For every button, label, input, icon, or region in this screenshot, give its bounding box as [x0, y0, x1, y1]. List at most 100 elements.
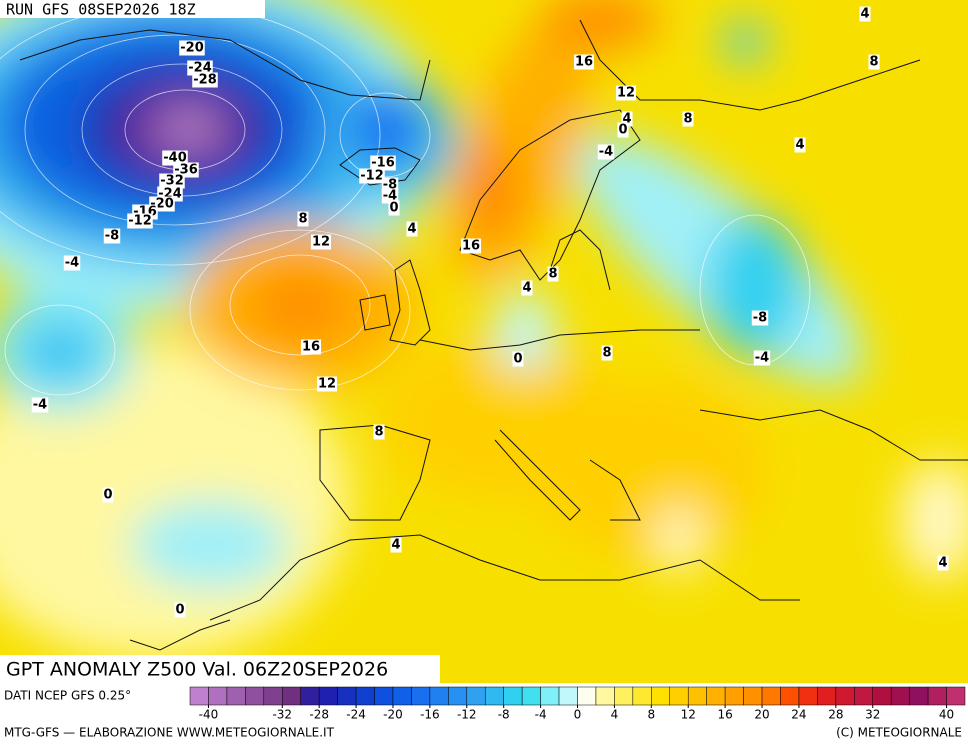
contour-label-bg: [359, 168, 385, 184]
colorbar-tick-label: 16: [717, 708, 732, 722]
colorbar-swatch: [374, 686, 394, 706]
contour-label-bg: [617, 122, 629, 138]
contour-label-bg: [159, 173, 185, 189]
contour-label-bg: [103, 228, 121, 244]
contour-label: 4: [795, 138, 804, 153]
colorbar-swatch: [743, 686, 763, 706]
contour-label: -4: [65, 256, 79, 271]
colorbar-swatch: [245, 686, 265, 706]
contour-label: 8: [298, 212, 307, 227]
colorbar-tick-label: 40: [939, 708, 954, 722]
contour-label-bg: [381, 188, 399, 204]
colorbar-tick-label: -16: [420, 708, 440, 722]
contour-label: -40: [163, 151, 187, 166]
contour-label-bg: [573, 54, 595, 70]
contour-label-bg: [316, 376, 338, 392]
contour-label-bg: [615, 85, 637, 101]
colorbar-swatch: [687, 686, 707, 706]
contour-label: 4: [522, 281, 531, 296]
contour-label-bg: [794, 137, 806, 153]
contour-label-bg: [187, 60, 213, 76]
contour-label: 0: [389, 201, 398, 216]
colorbar-swatch: [226, 686, 246, 706]
colorbar-swatch: [724, 686, 744, 706]
colorbar-tick-label: 0: [574, 708, 582, 722]
contour-label: 4: [622, 112, 631, 127]
colorbar-swatch: [761, 686, 781, 706]
colorbar-swatch: [521, 686, 541, 706]
colorbar-swatch: [817, 686, 837, 706]
colorbar-tick-label: 4: [611, 708, 619, 722]
contour-label-bg: [297, 211, 309, 227]
contour-label: 0: [513, 352, 522, 367]
contour-label-bg: [621, 111, 633, 127]
contour-label: -8: [105, 229, 119, 244]
colorbar-swatch: [595, 686, 615, 706]
contour-label-bg: [63, 255, 81, 271]
contour-label: 0: [618, 123, 627, 138]
colorbar: -40 -32 -28 -24 -20 -16 -12 -8 -4 0 4 8 12 16 20 24 28 32…: [189, 686, 966, 722]
contour-label-bg: [751, 310, 769, 326]
contour-label: 8: [683, 112, 692, 127]
map-title: GPT ANOMALY Z500 Val. 06Z20SEP2026: [6, 659, 388, 681]
contour-label-bg: [373, 424, 385, 440]
colorbar-swatch: [318, 686, 338, 706]
contour-label: -24: [188, 61, 212, 76]
colorbar-swatch: [540, 686, 560, 706]
contour-label: 8: [869, 55, 878, 70]
contour-label: -4: [755, 351, 769, 366]
colorbar-swatch: [282, 686, 301, 706]
contour-label: 4: [860, 7, 869, 22]
contour-label-bg: [127, 213, 153, 229]
colorbar-tick-label: -32: [272, 708, 292, 722]
colorbar-swatch: [337, 686, 357, 706]
contour-label-bg: [310, 234, 332, 250]
isolines: [0, 4, 811, 396]
colorbar-swatch: [909, 686, 929, 706]
contour-label: 0: [175, 603, 184, 618]
colorbar-tick-label: -12: [457, 708, 477, 722]
contour-label: 16: [462, 239, 480, 254]
colorbar-tick-label: 24: [791, 708, 806, 722]
colorbar-swatch: [706, 686, 726, 706]
contour-label: 16: [575, 55, 593, 70]
colorbar-swatch: [632, 686, 652, 706]
coastlines: [19, 19, 968, 651]
contour-label: 4: [391, 538, 400, 553]
contour-label-bg: [31, 397, 49, 413]
contour-label-bg: [937, 555, 949, 571]
colorbar-swatch: [558, 686, 578, 706]
contour-label: -28: [193, 73, 217, 88]
colorbar-swatch: [780, 686, 800, 706]
contour-label-bg: [753, 350, 771, 366]
colorbar-swatch: [651, 686, 671, 706]
contour-label: -20: [180, 41, 204, 56]
colorbar-swatch: [872, 686, 892, 706]
colorbar-swatch: [355, 686, 375, 706]
contour-label-bg: [597, 144, 615, 160]
contour-label: 12: [617, 86, 635, 101]
contour-label-bg: [460, 238, 482, 254]
colorbar-tick-label: 28: [828, 708, 843, 722]
contour-label-bg: [192, 72, 218, 88]
contour-label-bg: [601, 345, 613, 361]
colorbar-swatch: [503, 686, 523, 706]
colorbar-swatch: [614, 686, 634, 706]
contour-label-bg: [547, 266, 559, 282]
contour-label: -4: [33, 398, 47, 413]
contour-label-bg: [388, 200, 400, 216]
colorbar-swatch: [411, 686, 431, 706]
contour-label-bg: [859, 6, 871, 22]
contour-label: -12: [360, 169, 384, 184]
colorbar-swatch: [798, 686, 818, 706]
contour-label: 8: [374, 425, 383, 440]
colorbar-swatch: [577, 686, 597, 706]
contour-label: -4: [599, 145, 613, 160]
colorbar-swatch: [854, 686, 873, 706]
colorbar-swatch: [429, 686, 449, 706]
contour-label-bg: [102, 487, 114, 503]
contour-label: 8: [548, 267, 557, 282]
colorbar-tick-label: 20: [754, 708, 769, 722]
colorbar-swatch: [484, 686, 504, 706]
